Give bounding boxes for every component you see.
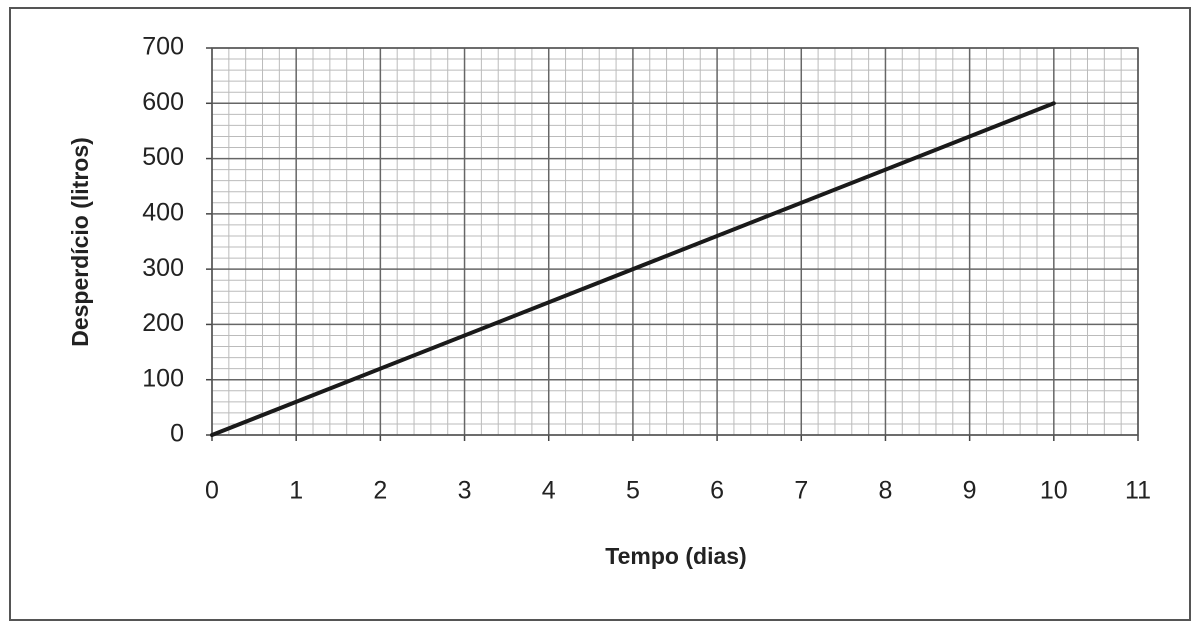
x-tick-label: 0 [205, 477, 219, 505]
x-tick-label: 6 [710, 477, 724, 505]
y-tick-label: 700 [142, 33, 184, 61]
x-tick-label: 1 [289, 477, 303, 505]
y-axis-title: Desperdício (litros) [67, 137, 93, 347]
x-tick-label: 8 [879, 477, 893, 505]
chart-border [9, 7, 1191, 621]
x-tick-label: 9 [963, 477, 977, 505]
y-tick-label: 200 [142, 309, 184, 337]
y-tick-label: 500 [142, 143, 184, 171]
x-tick-label: 4 [542, 477, 556, 505]
x-tick-label: 5 [626, 477, 640, 505]
x-tick-label: 3 [458, 477, 472, 505]
x-tick-label: 2 [373, 477, 387, 505]
x-tick-label: 11 [1125, 477, 1151, 505]
plot-frame [211, 47, 1139, 436]
x-axis-title: Tempo (dias) [605, 543, 746, 569]
y-tick-label: 0 [170, 420, 184, 448]
y-tick-label: 300 [142, 254, 184, 282]
x-tick-label: 10 [1040, 477, 1068, 505]
x-tick-label: 7 [794, 477, 808, 505]
y-tick-label: 400 [142, 198, 184, 226]
y-tick-label: 100 [142, 364, 184, 392]
data-line [210, 101, 1056, 437]
y-tick-label: 600 [142, 88, 184, 116]
